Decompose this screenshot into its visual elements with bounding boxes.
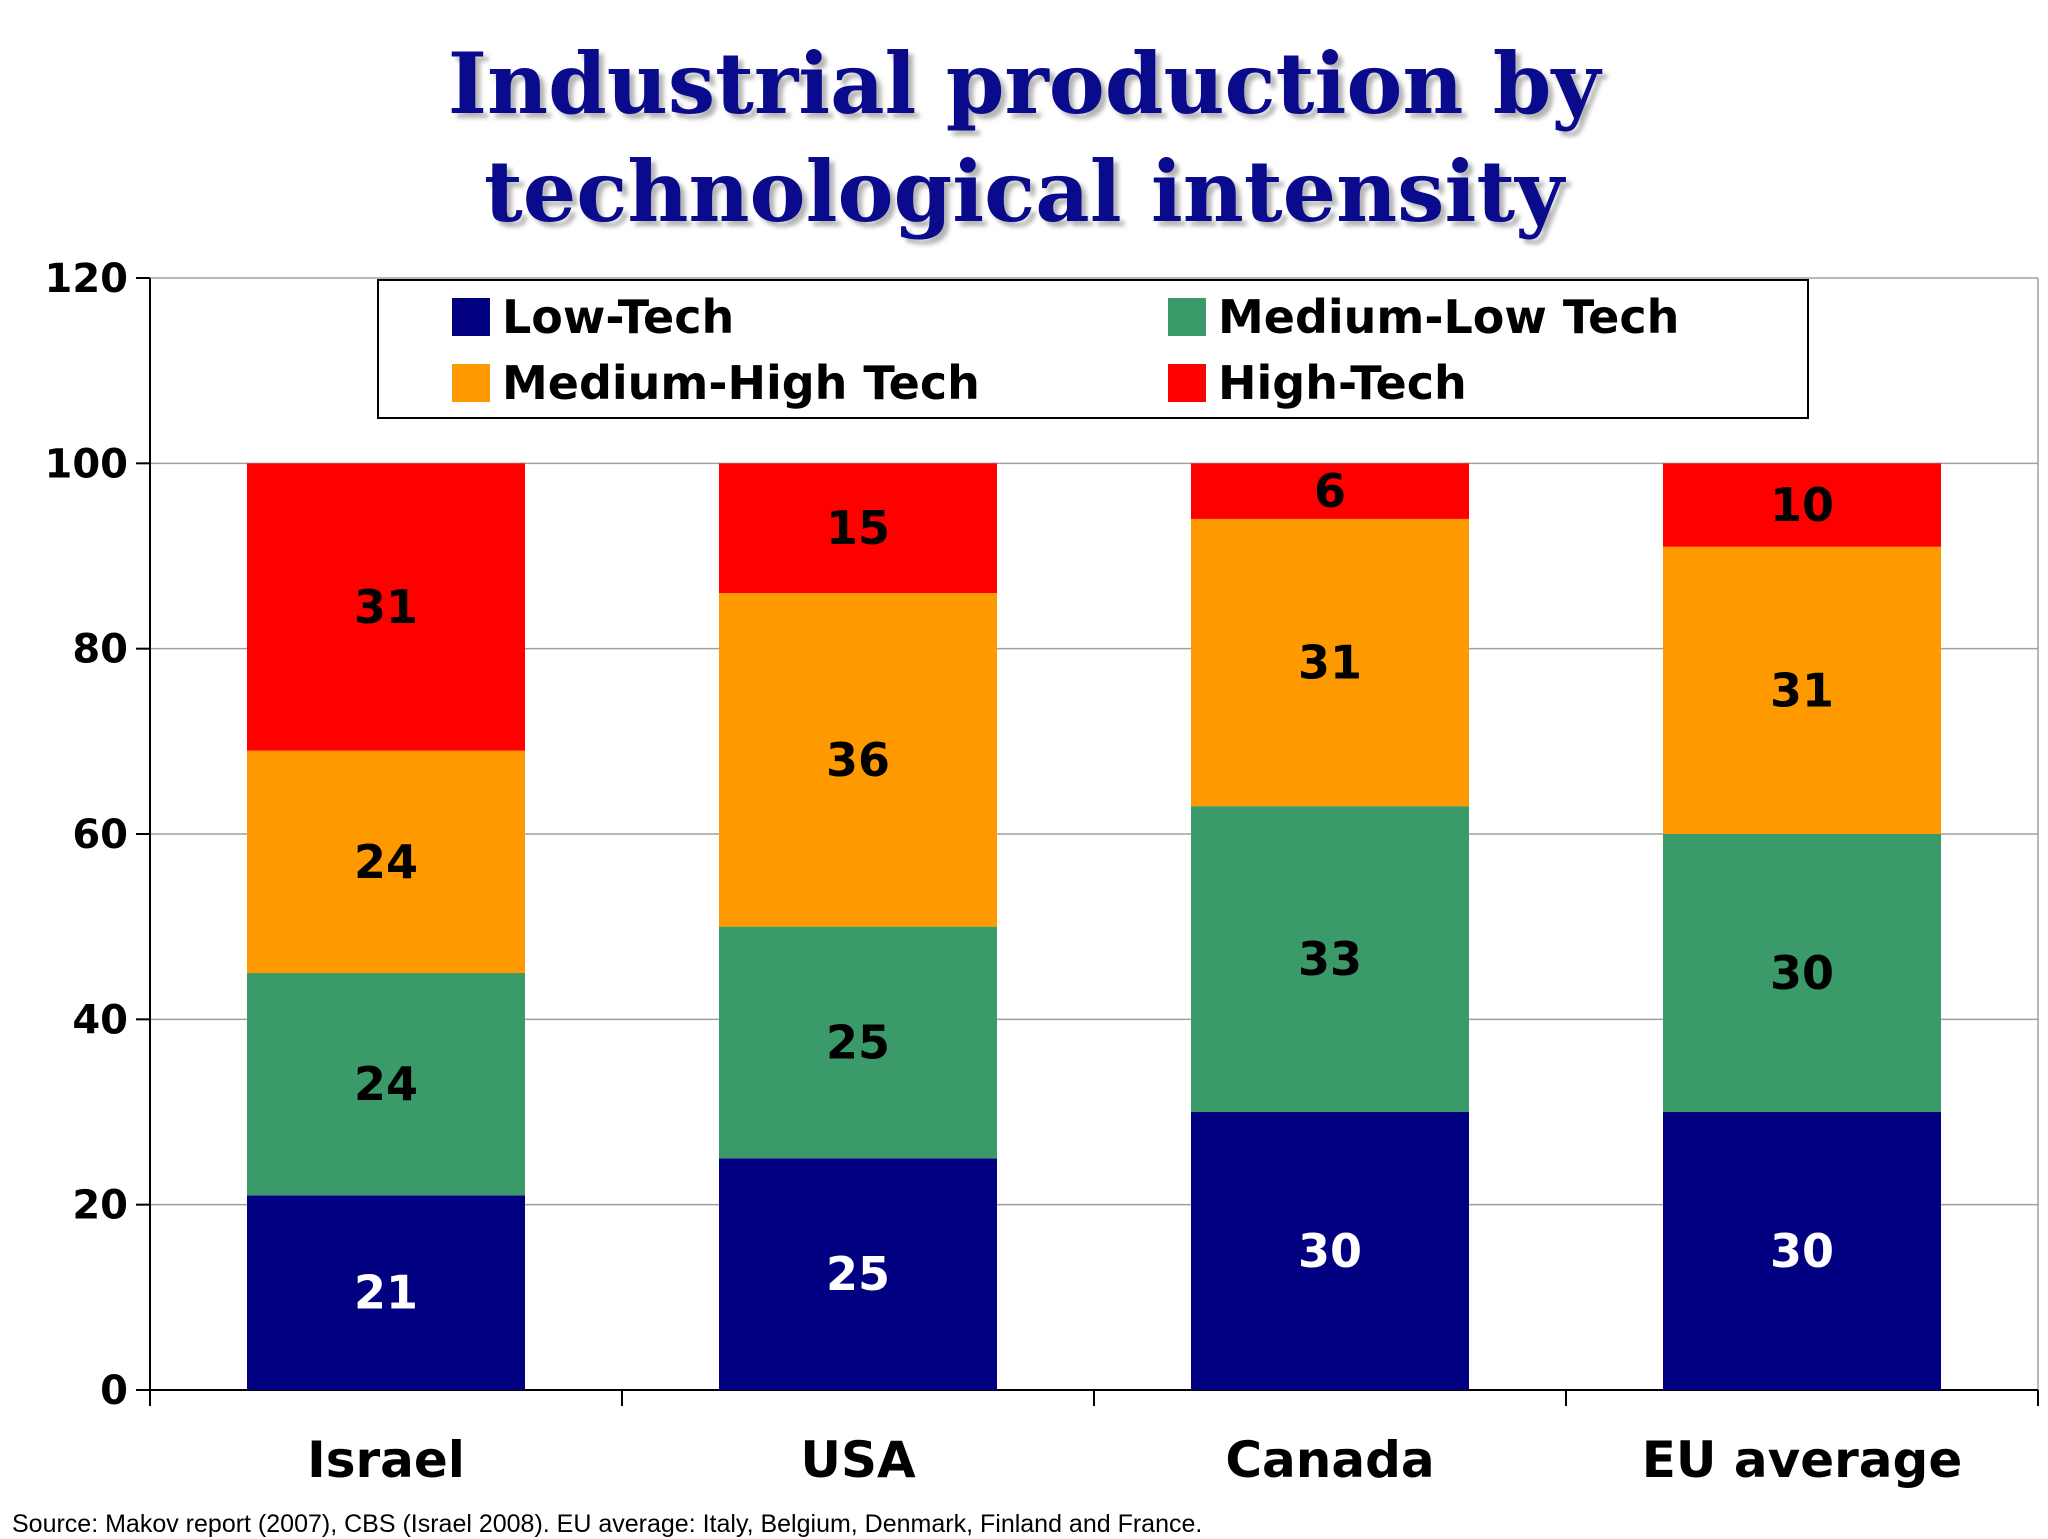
legend-box (377, 279, 1809, 419)
data-label: 24 (354, 1057, 418, 1111)
data-label: 10 (1770, 478, 1834, 532)
legend-swatch (1168, 364, 1206, 402)
chart-title-line-2: technological intensity (484, 142, 1564, 241)
bar-medium-high-tech (1663, 546, 1941, 834)
data-label: 21 (354, 1266, 418, 1320)
y-tick-label: 0 (100, 1368, 128, 1414)
legend-label: High-Tech (1218, 356, 1467, 410)
y-tick-label: 100 (45, 441, 129, 487)
bar-medium-low-tech (719, 926, 997, 1159)
y-tick-label: 60 (72, 812, 128, 858)
y-tick-label: 20 (72, 1183, 128, 1229)
bar-medium-high-tech (247, 750, 525, 973)
bar-medium-low-tech (1663, 834, 1941, 1112)
data-label: 30 (1298, 1224, 1362, 1278)
data-label: 31 (1298, 636, 1362, 690)
legend-swatch (452, 298, 490, 336)
bar-medium-low-tech (247, 973, 525, 1196)
data-label: 25 (826, 1247, 890, 1301)
legend-label: Medium-Low Tech (1218, 290, 1679, 344)
data-label: 30 (1770, 946, 1834, 1000)
source-note: Source: Makov report (2007), CBS (Israel… (12, 1510, 1203, 1538)
data-label: 30 (1770, 1224, 1834, 1278)
y-tick-label: 80 (72, 627, 128, 673)
y-tick-label: 120 (45, 256, 129, 302)
bar-low-tech (247, 1195, 525, 1390)
legend: Low-Tech Medium-Low Tech Medium-High Tech H… (377, 279, 1809, 419)
data-label: 36 (826, 733, 890, 787)
x-category-label: Israel (307, 1431, 465, 1489)
data-label: 24 (354, 835, 418, 889)
x-category-label: EU average (1642, 1431, 1963, 1489)
x-category-label: USA (800, 1431, 916, 1489)
bar-high-tech (719, 463, 997, 594)
data-labels: 21 24 24 31 25 25 36 15 30 33 31 6 30 30 31 10 (354, 464, 1834, 1320)
legend-swatch (452, 364, 490, 402)
legend-label: Medium-High Tech (502, 356, 980, 410)
bar-low-tech (719, 1158, 997, 1390)
bar-medium-high-tech (1191, 518, 1469, 807)
chart-title: Industrial production by technological i… (0, 30, 2048, 246)
legend-swatch (1168, 298, 1206, 336)
data-label: 31 (354, 580, 418, 634)
data-label: 15 (826, 501, 890, 555)
bar-high-tech (247, 463, 525, 751)
bars (247, 463, 1941, 1390)
bar-high-tech (1663, 463, 1941, 547)
chart-title-line-1: Industrial production by (447, 34, 1601, 133)
x-category-label: Canada (1225, 1431, 1434, 1489)
bar-low-tech (1191, 1112, 1469, 1390)
data-label: 33 (1298, 932, 1362, 986)
legend-label: Low-Tech (502, 290, 734, 344)
bar-medium-low-tech (1191, 806, 1469, 1112)
data-label: 6 (1314, 464, 1346, 518)
axes: 0 20 40 60 80 100 120 Israel USA Canada EU average (45, 256, 2039, 1489)
bar-low-tech (1663, 1112, 1941, 1390)
bar-medium-high-tech (719, 593, 997, 927)
y-tick-label: 40 (72, 997, 128, 1043)
data-label: 25 (826, 1016, 890, 1070)
bar-high-tech (1191, 463, 1469, 519)
data-label: 31 (1770, 663, 1834, 717)
